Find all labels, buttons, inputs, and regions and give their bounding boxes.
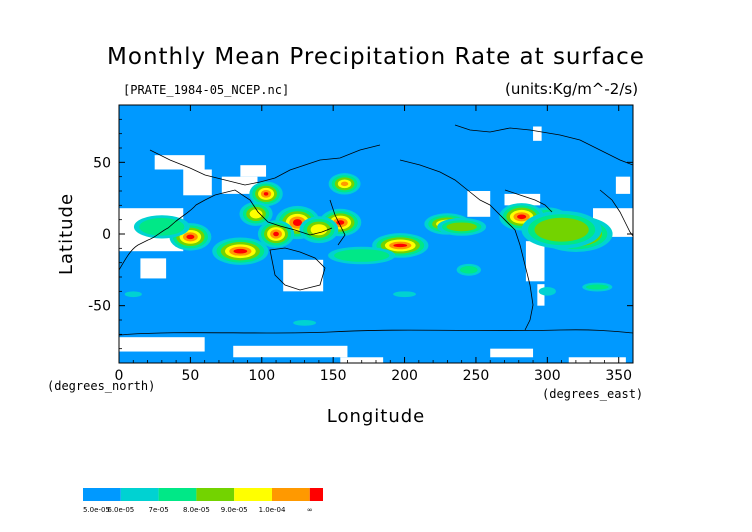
missing-area-9 xyxy=(525,241,545,282)
y-axis-title: Latitude xyxy=(56,193,77,275)
colorbar-swatch-5 xyxy=(272,488,310,501)
x-tick-label: 250 xyxy=(463,368,490,384)
missing-area-10 xyxy=(537,284,545,306)
missing-area-3 xyxy=(221,176,258,194)
x-tick-label: 100 xyxy=(248,368,275,384)
colorbar-swatch-6 xyxy=(309,488,323,501)
precip-contour-20-1 xyxy=(124,291,142,298)
precip-contour-16-2 xyxy=(139,218,185,236)
file-label: [PRATE_1984-05_NCEP.nc] xyxy=(123,83,290,97)
units-label: (units:Kg/m^-2/s) xyxy=(505,80,639,98)
precip-cell-18 xyxy=(456,263,481,276)
missing-area-13 xyxy=(119,337,205,352)
precip-contour-3-6 xyxy=(186,234,195,240)
x-axis-title: Longitude xyxy=(327,406,426,427)
missing-area-12 xyxy=(615,176,631,194)
precip-cell-15 xyxy=(521,210,602,249)
x-tick-label: 50 xyxy=(181,368,199,384)
precip-contour-7-6 xyxy=(336,220,345,225)
precip-cell-23 xyxy=(293,320,317,326)
precip-cell-16 xyxy=(133,215,190,239)
x-tick-label: 150 xyxy=(320,368,347,384)
colorbar-swatch-0 xyxy=(83,488,121,501)
precip-cell-21 xyxy=(393,291,416,298)
coastlines xyxy=(119,124,633,336)
precip-cell-22 xyxy=(538,287,556,296)
missing-area-4 xyxy=(240,165,267,177)
y-tick-label: 50 xyxy=(93,155,111,171)
precip-cell-11 xyxy=(328,173,361,195)
precip-cell-17 xyxy=(328,246,396,265)
y-unit-label: (degrees_north) xyxy=(47,379,155,393)
x-axis: 0 50 100 150 200 250 300 350 xyxy=(115,105,632,384)
precip-contour-23-1 xyxy=(293,320,317,326)
precip-contour-22-1 xyxy=(538,287,556,296)
precip-contour-19-2 xyxy=(585,284,609,290)
colorbar-label: 5.0e-05 xyxy=(83,506,110,514)
precip-cell-4 xyxy=(212,237,269,265)
x-tick-label: 0 xyxy=(115,368,124,384)
x-tick-label: 300 xyxy=(534,368,561,384)
precip-layer xyxy=(124,173,613,326)
colorbar-label: 9.0e-05 xyxy=(221,506,248,514)
precip-cell-13 xyxy=(299,216,339,244)
missing-area-17 xyxy=(568,357,626,363)
precip-cell-19 xyxy=(582,282,613,292)
precip-contour-11-5 xyxy=(340,181,349,187)
precip-cell-12 xyxy=(239,201,273,226)
missing-area-8 xyxy=(504,193,541,206)
x-tick-label: 350 xyxy=(605,368,632,384)
y-tick-label: 0 xyxy=(102,227,111,243)
missing-area-2 xyxy=(183,169,212,196)
colorbar: 5.0e-056.0e-05 7e-05 8.0e-05 9.0e-05 1.0e-04… xyxy=(83,488,323,514)
precip-contour-18-2 xyxy=(460,266,478,274)
precip-contour-13-4 xyxy=(310,224,328,236)
missing-area-7 xyxy=(467,191,491,217)
precip-contour-17-2 xyxy=(334,249,390,262)
chart-title: Monthly Mean Precipitation Rate at surfa… xyxy=(107,44,645,70)
precip-contour-14-3 xyxy=(446,222,477,232)
precip-contour-12-4 xyxy=(249,209,263,219)
colorbar-label: 1.0e-04 xyxy=(259,506,286,514)
y-axis: 50 0 -50 xyxy=(88,118,633,350)
colorbar-swatch-2 xyxy=(158,488,197,501)
x-tick-label: 200 xyxy=(391,368,418,384)
precip-contour-10-6 xyxy=(263,192,269,196)
missing-area-18 xyxy=(533,126,542,141)
missing-area-16 xyxy=(490,348,534,358)
missing-data-layer xyxy=(119,126,633,363)
missing-area-14 xyxy=(233,345,348,358)
precip-cell-6 xyxy=(257,220,295,248)
precip-cell-20 xyxy=(124,291,142,298)
y-tick-label: -50 xyxy=(88,299,111,315)
precip-contour-6-6 xyxy=(273,231,279,237)
x-unit-label: (degrees_east) xyxy=(542,387,643,401)
colorbar-swatch-3 xyxy=(196,488,235,501)
precip-cell-10 xyxy=(249,181,283,207)
colorbar-label: 7e-05 xyxy=(148,506,168,514)
missing-area-5 xyxy=(140,258,167,279)
colorbar-swatch-1 xyxy=(120,488,159,501)
precip-contour-2-6 xyxy=(517,214,527,220)
precip-cell-14 xyxy=(437,217,487,236)
precip-contour-4-6 xyxy=(233,248,248,254)
precip-contour-8-6 xyxy=(393,243,408,248)
colorbar-label: 6.0e-05 xyxy=(107,506,134,514)
colorbar-label: ∞ xyxy=(307,506,313,514)
precip-contour-15-3 xyxy=(534,217,589,242)
colorbar-label: 8.0e-05 xyxy=(183,506,210,514)
missing-area-1 xyxy=(154,155,205,170)
precip-contour-5-6 xyxy=(292,219,303,226)
plot-area: 0 50 100 150 200 250 300 350 50 0 -50 Longitude L… xyxy=(47,104,643,427)
colorbar-swatch-4 xyxy=(234,488,272,501)
precip-contour-21-1 xyxy=(393,291,416,298)
